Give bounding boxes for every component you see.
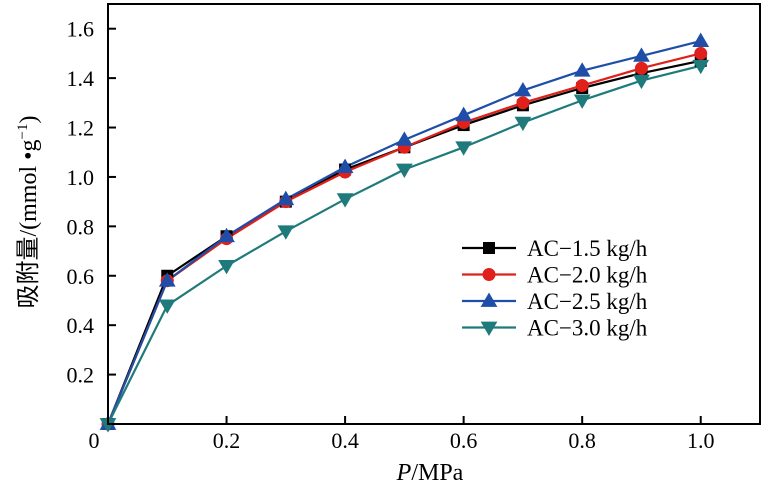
data-point-ac-3-0-kg-h [692, 59, 710, 75]
y-tick-label: 1.0 [67, 165, 95, 190]
legend-marker-ac-1-5-kg-h [483, 242, 495, 254]
x-axis-title-unit: /MPa [411, 460, 463, 486]
y-tick-label: 1.6 [67, 17, 95, 42]
data-point-ac-2-5-kg-h [455, 106, 473, 122]
data-point-ac-2-5-kg-h [692, 32, 710, 47]
y-tick-label: 0.4 [67, 313, 95, 338]
x-tick-label: 0.2 [213, 428, 241, 453]
legend-label-ac-2-0-kg-h: AC−2.0 kg/h [527, 263, 648, 288]
x-axis-ticks: 0 0.2 0.4 0.6 0.8 1.0 [89, 416, 715, 453]
data-point-ac-3-0-kg-h [277, 225, 295, 240]
legend-marker-ac-2-0-kg-h [482, 268, 496, 281]
legend-label-ac-3-0-kg-h: AC−3.0 kg/h [527, 316, 648, 341]
y-tick-label: 1.4 [67, 66, 95, 91]
y-tick-label: 0.6 [67, 264, 95, 289]
legend-label-ac-2-5-kg-h: AC−2.5 kg/h [527, 289, 648, 314]
data-point-ac-2-5-kg-h [514, 81, 532, 97]
y-axis-title-superscript: −1 [15, 123, 31, 139]
data-point-ac-3-0-kg-h [514, 116, 532, 132]
data-point-ac-2-0-kg-h [516, 96, 530, 110]
legend-marker-ac-3-0-kg-h [480, 321, 498, 336]
y-axis-title-close: ) [16, 115, 42, 123]
series-lines [106, 39, 701, 425]
plot-frame [107, 3, 761, 425]
series-markers [99, 32, 710, 433]
data-point-ac-3-0-kg-h [633, 74, 650, 90]
legend-marker-ac-2-5-kg-h [480, 292, 498, 307]
data-point-ac-2-5-kg-h [277, 190, 295, 206]
data-point-ac-2-5-kg-h [633, 47, 650, 62]
y-axis-ticks: 0.2 0.4 0.6 0.8 1.0 1.2 1.4 1.6 [67, 17, 116, 388]
x-tick-label: 1.0 [687, 428, 715, 453]
data-point-ac-3-0-kg-h [573, 94, 591, 109]
x-axis-title: P/MPa [396, 460, 464, 486]
x-axis-title-italic: P [396, 460, 412, 486]
data-point-ac-2-5-kg-h [218, 227, 235, 243]
data-point-ac-2-5-kg-h [395, 131, 413, 146]
legend-label-ac-1-5-kg-h: AC−1.5 kg/h [527, 236, 648, 261]
data-point-ac-3-0-kg-h [158, 299, 176, 314]
data-point-ac-3-0-kg-h [395, 163, 413, 179]
x-tick-label: 0 [89, 428, 100, 453]
y-tick-label: 1.2 [67, 116, 95, 141]
data-point-ac-2-0-kg-h [634, 61, 648, 75]
y-tick-label: 0.8 [67, 214, 95, 239]
y-axis-title-main: 吸附量/(mmol •g [15, 139, 42, 308]
y-tick-label: 0.2 [67, 363, 95, 388]
y-axis-title: 吸附量/(mmol •g−1) [15, 115, 42, 308]
data-point-ac-2-5-kg-h [336, 158, 354, 173]
data-point-ac-3-0-kg-h [218, 259, 235, 275]
data-point-ac-3-0-kg-h [336, 193, 354, 208]
data-point-ac-2-5-kg-h [573, 62, 591, 77]
legend: AC−1.5 kg/hAC−2.0 kg/hAC−2.5 kg/hAC−3.0 … [462, 236, 648, 341]
data-point-ac-3-0-kg-h [455, 141, 473, 156]
series-line-ac-2-5-kg-h [106, 39, 701, 425]
x-tick-label: 0.6 [450, 428, 478, 453]
data-point-ac-2-5-kg-h [158, 272, 176, 287]
x-tick-label: 0.4 [331, 428, 359, 453]
data-point-ac-2-0-kg-h [575, 79, 589, 93]
data-point-ac-2-0-kg-h [694, 46, 708, 60]
x-tick-label: 0.8 [568, 428, 596, 453]
